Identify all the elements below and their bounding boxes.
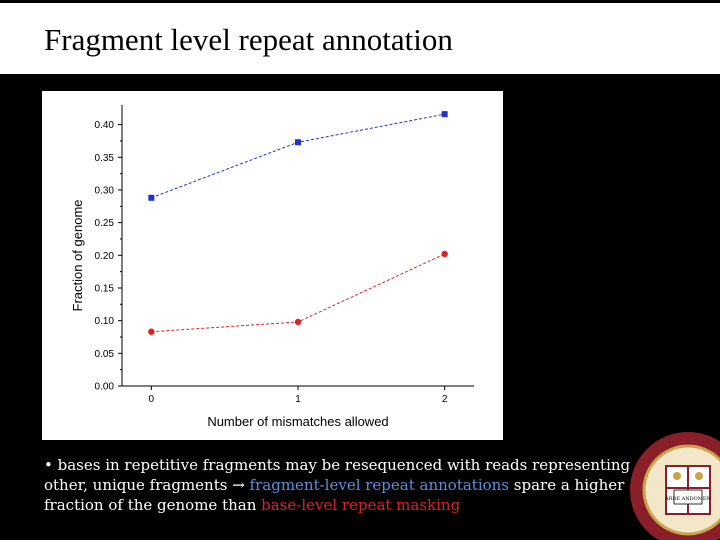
fragment-level-highlight: fragment-level repeat annotations — [244, 476, 510, 494]
series-1-point — [294, 318, 302, 326]
base-level-highlight: base-level repeat masking — [261, 496, 461, 514]
y-tick-label: 0.30 — [95, 185, 115, 196]
y-tick-label: 0.10 — [95, 316, 115, 327]
svg-text:ARDE ANDOMEN: ARDE ANDOMEN — [664, 496, 711, 502]
x-tick-label: 0 — [149, 394, 155, 405]
slide-title: Fragment level repeat annotation — [44, 22, 453, 57]
y-tick-label: 0.35 — [95, 153, 115, 164]
series-0-point — [148, 194, 155, 201]
series-0-line — [151, 113, 445, 199]
x-axis-label: Number of mismatches allowed — [207, 414, 388, 429]
arrow-icon: → — [232, 476, 245, 494]
line-chart: 0.00 0.05 0.10 0.15 0.20 0.25 0.30 0.35 0.40 0 1 2 N… — [70, 105, 474, 429]
y-tick-label: 0.25 — [95, 218, 115, 229]
y-tick-label: 0.05 — [95, 349, 115, 360]
title-bar: Fragment level repeat annotation — [0, 0, 720, 74]
x-tick-label: 2 — [442, 394, 448, 405]
series-0-point — [295, 139, 301, 146]
bullet-part-3: spare a higher fraction of the genome th… — [44, 476, 625, 514]
chart-panel: 0.00 0.05 0.10 0.15 0.20 0.25 0.30 0.35 0.40 0 1 2 N… — [42, 91, 503, 440]
y-axis-label: Fraction of genome — [70, 199, 85, 311]
x-tick-label: 1 — [295, 394, 301, 405]
university-seal-icon: ARDE ANDOMEN — [630, 432, 720, 540]
series-1-point — [441, 250, 448, 258]
y-tick-label: 0.00 — [95, 382, 115, 393]
top-rule — [0, 0, 720, 3]
y-tick-label: 0.40 — [95, 120, 115, 131]
series-1-point — [148, 328, 155, 335]
y-tick-label: 0.15 — [95, 283, 115, 294]
bullet-part-1: • bases in repetitive fragments may be r… — [44, 456, 631, 494]
series-0-point — [441, 111, 448, 118]
y-tick-label: 0.20 — [95, 251, 115, 262]
bullet-text: • bases in repetitive fragments may be r… — [44, 455, 664, 515]
